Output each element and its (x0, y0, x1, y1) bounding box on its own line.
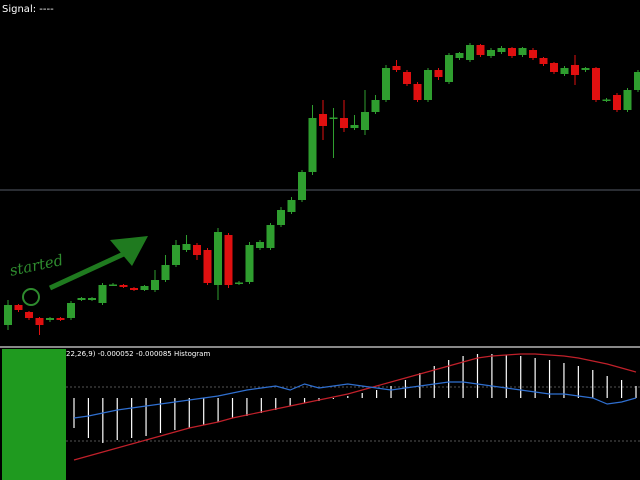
candle-body (245, 245, 254, 282)
candle-body (130, 288, 138, 290)
candle-body (256, 242, 264, 248)
candle-body (592, 68, 600, 100)
candle-body (224, 235, 233, 285)
candle-body (98, 285, 107, 303)
candle-body (613, 95, 621, 110)
candle-body (634, 72, 640, 90)
candle-body (445, 55, 453, 82)
candle-body (319, 114, 327, 126)
start-circle (22, 288, 40, 306)
candle-body (424, 70, 432, 100)
candle-body (508, 48, 516, 56)
candle-body (67, 303, 75, 318)
candle-body (46, 318, 54, 320)
candle-body (151, 280, 159, 290)
candle-body (266, 225, 275, 248)
overlay-box (2, 349, 66, 480)
candle-body (581, 68, 590, 70)
candle-body (571, 65, 579, 75)
candle-body (25, 312, 33, 318)
candle-body (434, 70, 443, 77)
arrow-head (110, 236, 148, 266)
candle-body (329, 117, 338, 119)
arrow-shaft (48, 249, 130, 291)
candle-body (4, 305, 12, 325)
candle-body (413, 84, 422, 100)
candle-body (193, 245, 201, 255)
candle-body (518, 48, 527, 55)
candle-body (361, 112, 369, 130)
candle-body (56, 318, 65, 320)
candle-body (382, 68, 390, 100)
candle-body (119, 285, 128, 287)
candle-body (539, 58, 548, 64)
candle-body (203, 250, 212, 283)
indicator (73, 353, 637, 461)
candle-body (550, 63, 558, 72)
candle-body (403, 72, 411, 84)
candle-body (214, 232, 222, 285)
candle-body (371, 100, 380, 112)
candle-body (392, 66, 401, 70)
candle-body (466, 45, 474, 60)
indicator-label: 22,26,9) -0.000052 -0.000085 Histogram (66, 350, 210, 358)
indicator-line (73, 381, 637, 419)
candle-body (487, 50, 495, 56)
candle-body (476, 45, 485, 55)
candle-body (497, 48, 506, 52)
signal-label: Signal: ---- (2, 4, 54, 15)
candle-body (623, 90, 632, 110)
candles (4, 43, 640, 335)
indicator-line (73, 353, 637, 461)
candle-body (298, 172, 306, 200)
candle-body (277, 210, 285, 225)
candle-body (529, 50, 537, 58)
candle-body (109, 284, 117, 286)
candle-body (161, 265, 170, 280)
candle-body (35, 318, 44, 325)
candle-body (140, 286, 149, 290)
candle-body (14, 305, 23, 310)
candle-body (88, 298, 96, 300)
candle-body (172, 245, 180, 265)
candle-body (235, 282, 243, 284)
candle-body (560, 68, 569, 74)
candle-body (602, 99, 611, 101)
candle-body (287, 200, 296, 212)
candle-body (340, 118, 348, 128)
candle-body (77, 298, 86, 300)
candle-body (182, 244, 191, 250)
candle-body (308, 118, 317, 172)
candle-body (455, 53, 464, 58)
candle-body (350, 125, 359, 128)
